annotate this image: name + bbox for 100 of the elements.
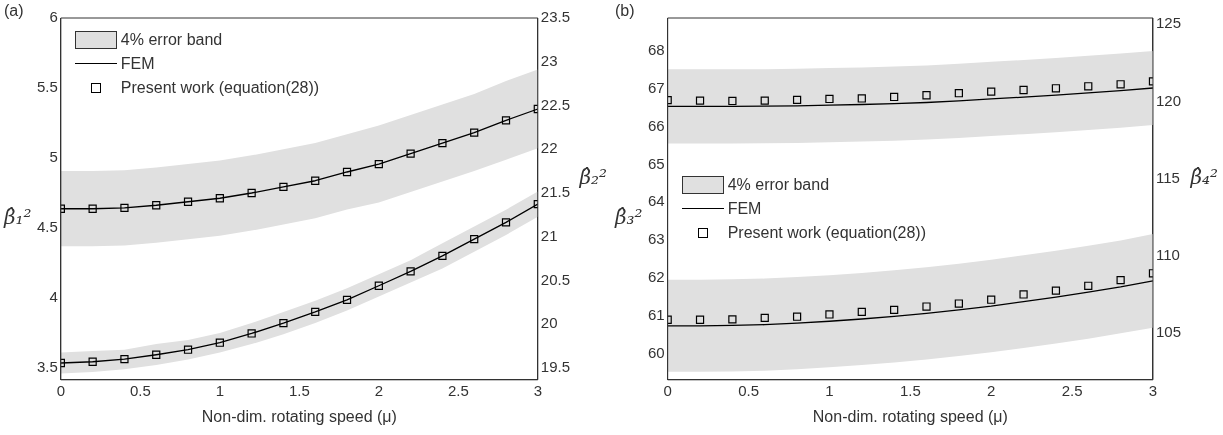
y-tick-label: 6 — [49, 8, 58, 26]
point — [247, 329, 256, 338]
y-tick-label: 68 — [648, 41, 665, 59]
y2-tick-label: 20 — [540, 314, 558, 332]
y2-tick-label: 105 — [1155, 323, 1181, 341]
x-tick-label: 0.5 — [129, 381, 151, 399]
point — [120, 354, 129, 364]
point — [342, 295, 352, 305]
point — [760, 313, 769, 322]
point — [728, 315, 737, 324]
point — [374, 159, 383, 169]
x-tick-label: 1 — [215, 381, 225, 399]
point — [1116, 275, 1125, 285]
y-tick-label: 62 — [648, 267, 665, 285]
point — [88, 357, 97, 366]
point — [987, 295, 996, 304]
y-axis-title: β̂₁² — [3, 205, 32, 230]
y2-tick-label: 115 — [1155, 168, 1180, 186]
point — [1084, 82, 1093, 91]
point — [247, 188, 256, 198]
y2-tick-label: 23.5 — [540, 8, 571, 26]
y2-tick-label: 125 — [1155, 14, 1181, 32]
point — [954, 299, 963, 308]
x-tick-label: 2 — [987, 381, 996, 399]
point — [1051, 286, 1061, 295]
chart-title: (b) — [615, 2, 635, 20]
point — [1116, 80, 1125, 89]
point — [728, 96, 737, 106]
y2-axis-title: β̂₄² — [1189, 165, 1218, 190]
y2-tick-label: 23 — [540, 51, 558, 69]
point — [406, 267, 415, 276]
point — [695, 96, 705, 105]
point — [438, 138, 447, 148]
y2-tick-label: 110 — [1155, 246, 1180, 264]
point — [825, 94, 834, 104]
chart-title: (a) — [4, 2, 24, 20]
point — [279, 182, 288, 192]
point — [501, 218, 511, 227]
point — [1019, 85, 1028, 95]
point — [695, 315, 705, 324]
x-tick-label: 0.5 — [738, 381, 759, 399]
point — [857, 94, 866, 103]
legend-label: FEM — [120, 55, 155, 73]
point — [792, 95, 802, 105]
point — [470, 235, 479, 244]
y2-tick-label: 22 — [540, 139, 558, 157]
y-tick-label: 66 — [648, 116, 665, 134]
x-tick-label: 2.5 — [447, 381, 469, 399]
point — [1051, 84, 1061, 93]
x-tick-label: 1 — [825, 381, 834, 399]
x-tick-label: 1.5 — [288, 381, 310, 399]
point — [890, 92, 899, 102]
x-tick-label: 3 — [1148, 381, 1158, 399]
y2-tick-label: 19.5 — [540, 358, 571, 376]
y2-axis-title: β̂₂² — [578, 165, 607, 190]
point — [311, 176, 320, 185]
point — [922, 302, 931, 311]
point — [438, 251, 447, 261]
x-tick-label: 0 — [663, 381, 672, 399]
point — [1084, 281, 1093, 290]
y2-tick-label: 20.5 — [540, 270, 571, 288]
x-tick-label: 3 — [533, 381, 542, 399]
y-tick-label: 65 — [648, 154, 665, 172]
point — [152, 350, 161, 359]
point — [183, 197, 193, 206]
point — [183, 345, 193, 354]
y-tick-label: 61 — [648, 305, 665, 323]
x-tick-label: 2 — [374, 381, 383, 399]
y-tick-label: 60 — [648, 343, 665, 361]
x-tick-label: 1.5 — [899, 381, 921, 399]
y-tick-label: 3.5 — [36, 358, 58, 376]
point — [215, 194, 224, 203]
x-axis-title: Non-dim. rotating speed (μ) — [812, 407, 1008, 425]
point — [152, 201, 161, 210]
point — [890, 305, 899, 315]
legend-label: FEM — [727, 199, 762, 218]
annotation: 4% error band — [120, 31, 223, 49]
y-tick-label: 67 — [648, 79, 665, 97]
point — [215, 338, 224, 347]
y-tick-label: 5 — [49, 148, 58, 166]
point — [120, 203, 129, 212]
point — [922, 91, 931, 100]
y2-tick-label: 22.5 — [540, 95, 571, 113]
x-axis-title: Non-dim. rotating speed (μ) — [201, 407, 397, 425]
point — [311, 307, 320, 317]
point — [760, 96, 769, 105]
point — [374, 281, 383, 290]
point — [342, 167, 352, 177]
legend-label: Present work (equation(28)) — [120, 79, 320, 97]
point — [88, 204, 97, 213]
y2-tick-label: 21 — [540, 226, 558, 244]
point — [406, 149, 415, 158]
point — [501, 116, 511, 125]
y-tick-label: 5.5 — [36, 78, 58, 96]
legend-label: Present work (equation(28)) — [727, 223, 926, 242]
point — [470, 128, 479, 137]
y-tick-label: 4.5 — [36, 218, 58, 236]
annotation: 4% error band — [727, 175, 830, 194]
point — [825, 310, 834, 319]
y-tick-label: 63 — [648, 230, 665, 248]
